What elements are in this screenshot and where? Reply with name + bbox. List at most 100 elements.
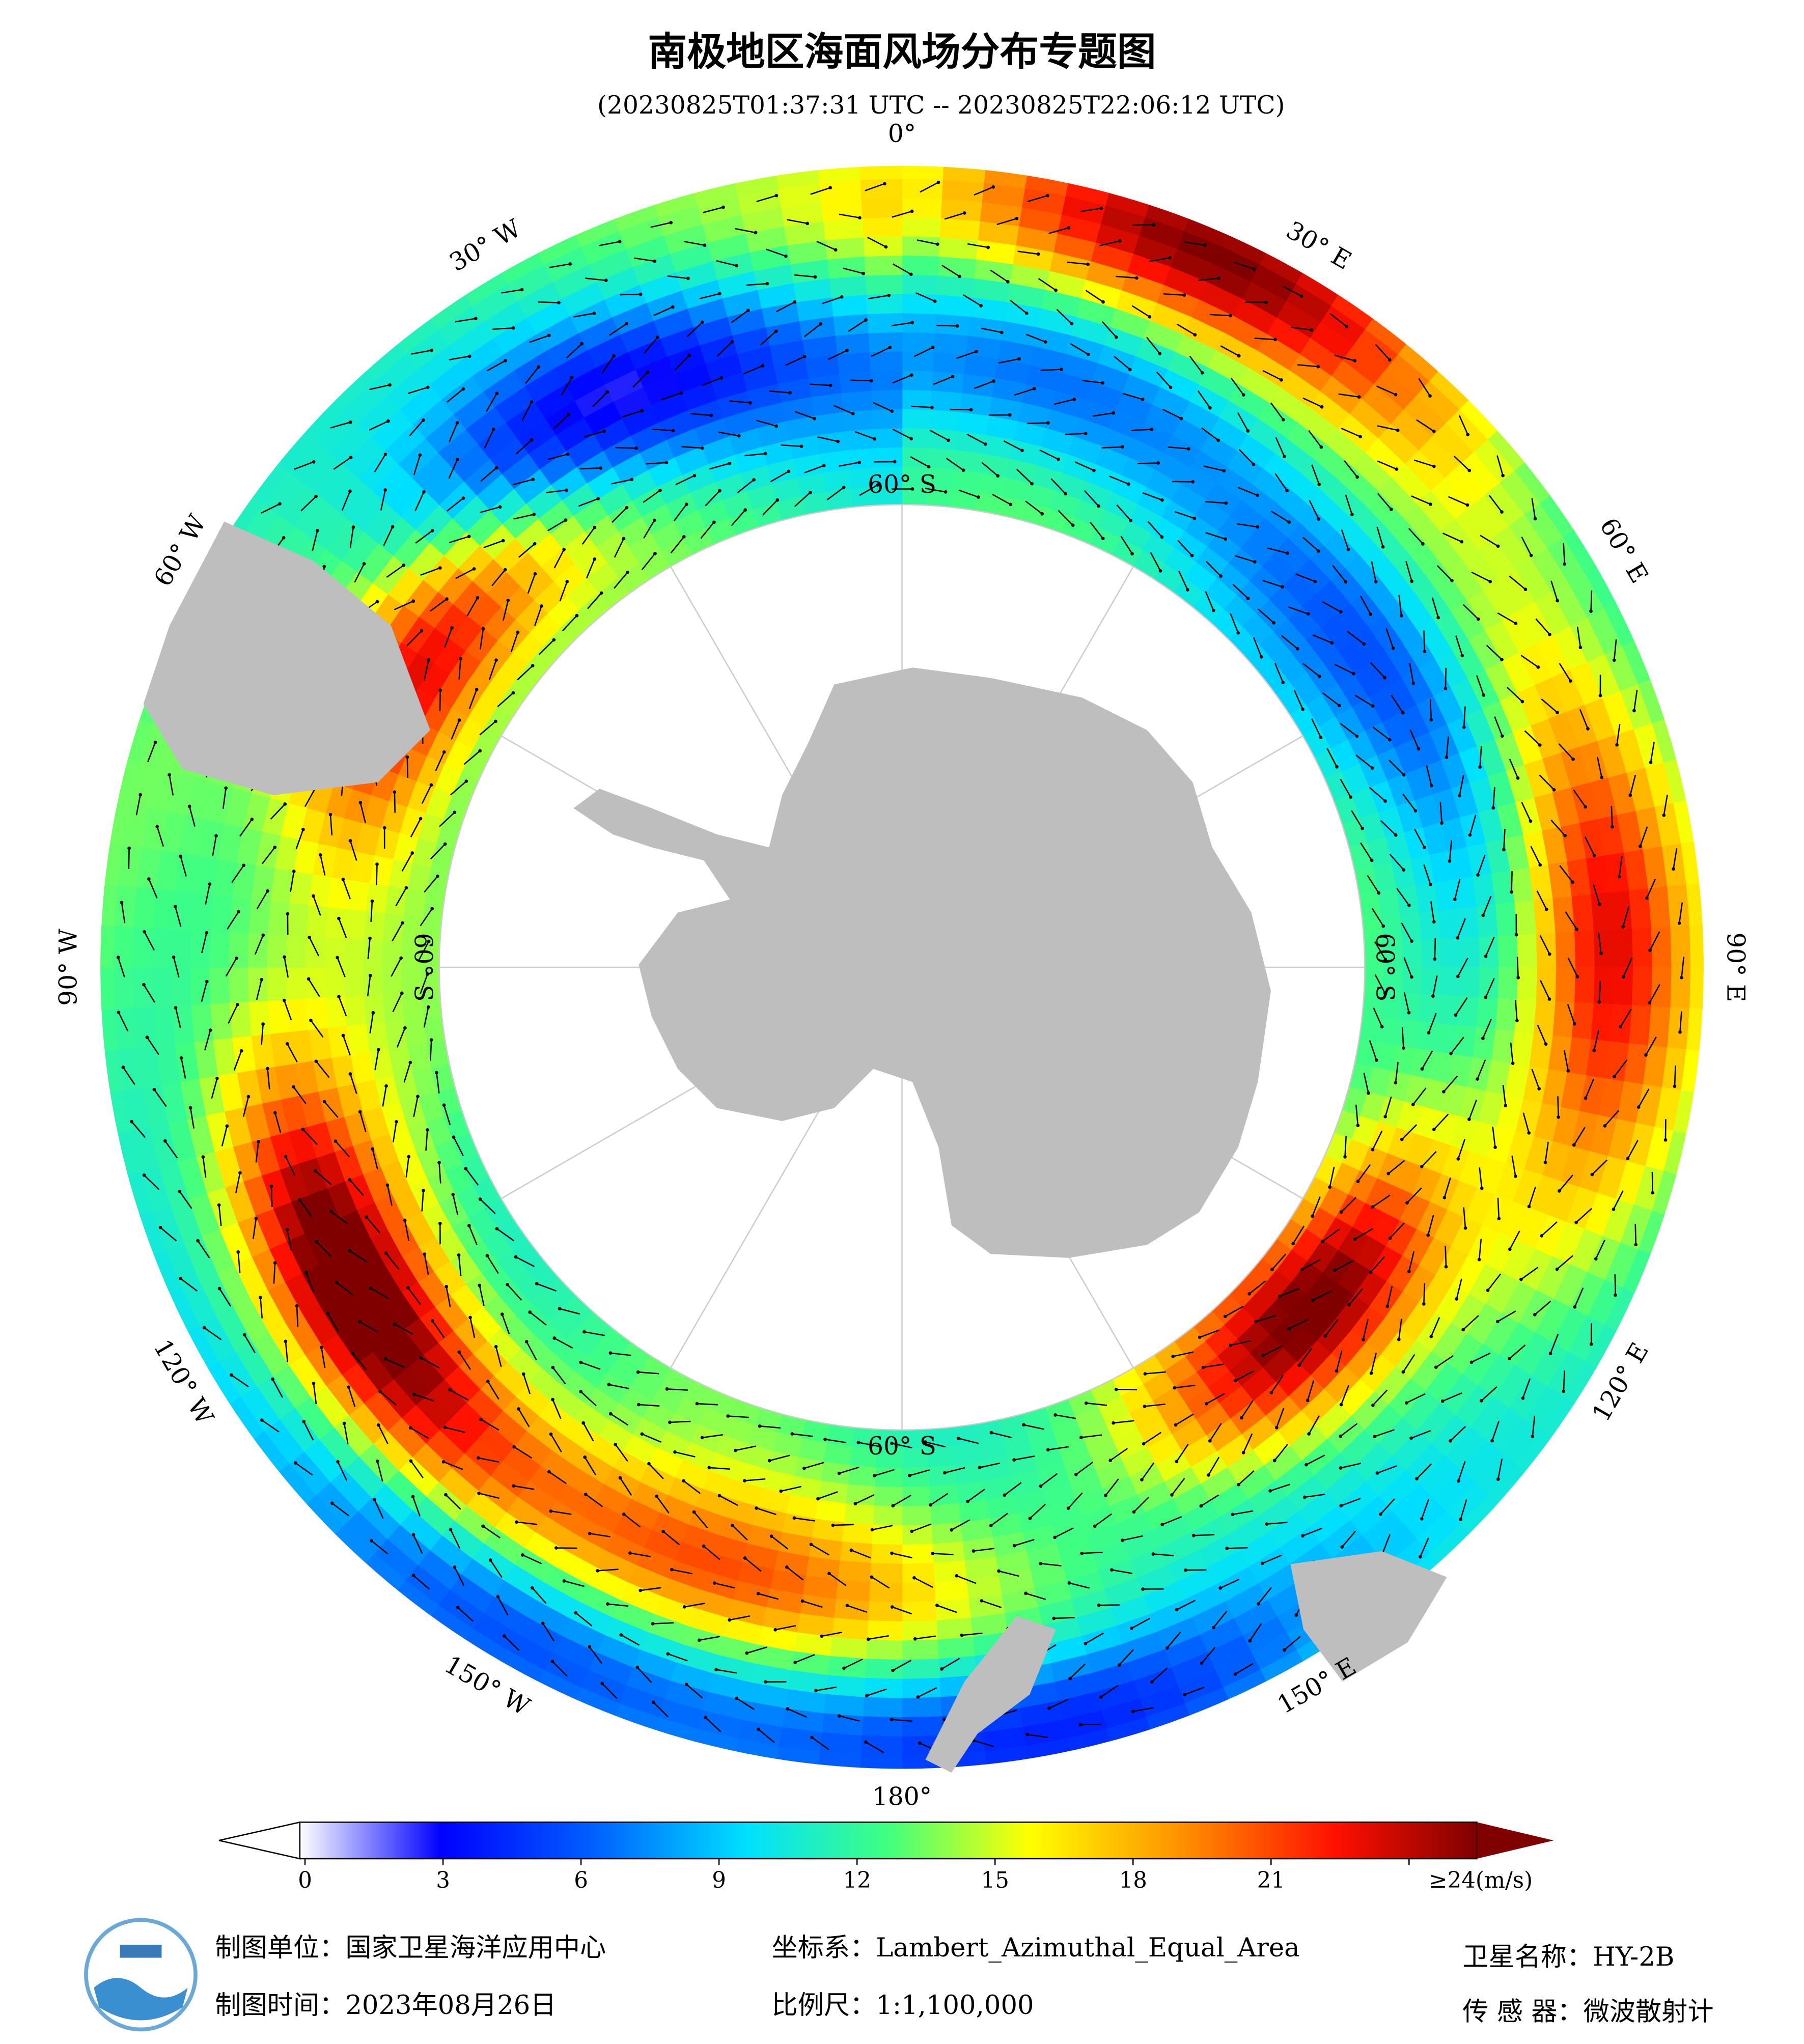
wind-arrow-head [512,1445,516,1449]
field-cell [928,1465,957,1488]
wind-arrow-head [1458,794,1461,798]
wind-arrow-head [1428,394,1432,398]
wind-arrow-head [1547,997,1551,1001]
field-cell [835,332,870,355]
wind-arrow-head [468,1315,472,1320]
wind-arrow-head [1142,1442,1146,1446]
field-cell [823,468,852,492]
wind-arrow-head [1318,675,1321,678]
wind-arrow-head [735,264,738,268]
wind-arrow-head [1548,1352,1552,1355]
wind-arrow-head [793,1661,797,1664]
wind-arrow-head [1436,615,1440,620]
wind-arrow-head [1543,1161,1547,1164]
wind-arrow-head [426,1005,430,1009]
wind-arrow-head [467,535,471,539]
wind-arrow-head [1160,498,1164,502]
wind-arrow-head [635,1665,640,1669]
wind-arrow-head [950,1528,954,1532]
wind-arrow-head [1448,859,1452,863]
wind-arrow-head [1121,1538,1124,1542]
wind-arrow-head [992,379,995,383]
wind-arrow-head [593,557,597,561]
field-cell [833,313,869,336]
wind-arrow-head [1199,1504,1203,1508]
wind-arrow-head [1046,194,1049,198]
field-cell [1497,967,1519,1000]
wind-arrow-head [269,1184,273,1188]
wind-arrow-head [1356,1180,1360,1183]
wind-arrow-head [205,979,209,984]
wind-arrow-head [793,300,797,304]
wind-arrow-head [1600,775,1604,779]
colorbar-max-arrow [1477,1822,1554,1859]
wind-arrow-head [1402,1046,1405,1050]
wind-arrow-head [438,688,442,692]
wind-arrow-head [838,1714,841,1718]
wind-arrow-head [1514,933,1518,937]
wind-arrow-head [1465,503,1469,507]
wind-arrow-head [541,1621,545,1626]
wind-arrow-head [383,453,387,456]
field-cell [901,1639,939,1661]
wind-arrow-head [774,193,779,198]
footer-satellite: 卫星名称：HY-2B [1462,1942,1674,1972]
wind-arrow-head [802,355,807,358]
wind-arrow-head [1429,718,1433,722]
wind-arrow-head [285,1228,289,1232]
wind-arrow-head [1407,1011,1411,1015]
wind-arrow-head [1112,1421,1115,1425]
wind-arrow-head [1598,694,1602,697]
wind-arrow-head [1264,300,1268,304]
wind-arrow-head [1241,1451,1245,1454]
wind-arrow-head [687,353,691,357]
wind-arrow-head [1374,1058,1378,1062]
field-cell [829,274,868,298]
wind-arrow-head [1466,433,1470,436]
wind-arrow-head [935,1604,939,1607]
field-cell [324,906,347,939]
wind-arrow-head [550,1660,554,1663]
wind-arrow-head [1294,1613,1298,1617]
wind-arrow-head [737,434,741,438]
wind-arrow-head [1152,223,1156,227]
wind-arrow-head [1022,1423,1025,1427]
wind-arrow-head [419,1356,423,1360]
wind-arrow-head [1613,1075,1616,1078]
field-cell [938,236,979,260]
wind-arrow-head [326,1312,330,1315]
wind-arrow-head [1597,1000,1601,1004]
wind-arrow-head [1066,1506,1070,1510]
wind-arrow-head [1301,1534,1305,1538]
wind-arrow-head [336,956,339,960]
wind-arrow [1130,429,1152,431]
field-cell [1514,999,1537,1034]
wind-arrow-head [457,1350,461,1354]
wind-arrow-head [121,1066,125,1069]
wind-arrow-head [640,1432,644,1436]
wind-arrow-head [891,1504,895,1508]
wind-arrow-head [1340,1545,1344,1549]
wind-arrow-head [1204,1402,1208,1406]
wind-arrow-head [342,1421,346,1425]
wind-arrow-head [495,391,499,396]
field-cell [1459,967,1481,998]
wind-arrow-head [679,391,683,395]
field-cell [1609,890,1633,931]
wind-arrow-head [1615,743,1619,747]
wind-arrow-head [1612,658,1616,662]
wind-arrow-head [1410,939,1413,943]
wind-arrow-head [873,437,876,441]
field-cell [1495,998,1518,1032]
wind-arrow-head [266,1067,269,1071]
wind-arrow-head [1337,704,1341,708]
wind-arrow-head [1617,875,1621,879]
wind-arrow-head [348,1072,352,1076]
wind-arrow-head [893,460,897,464]
wind-arrow-head [278,502,282,506]
wind-arrow-head [814,1689,818,1693]
field-cell [1689,967,1704,1010]
wind-arrow-head [1387,358,1392,362]
field-cell [247,1000,271,1037]
wind-arrow-head [700,320,704,324]
